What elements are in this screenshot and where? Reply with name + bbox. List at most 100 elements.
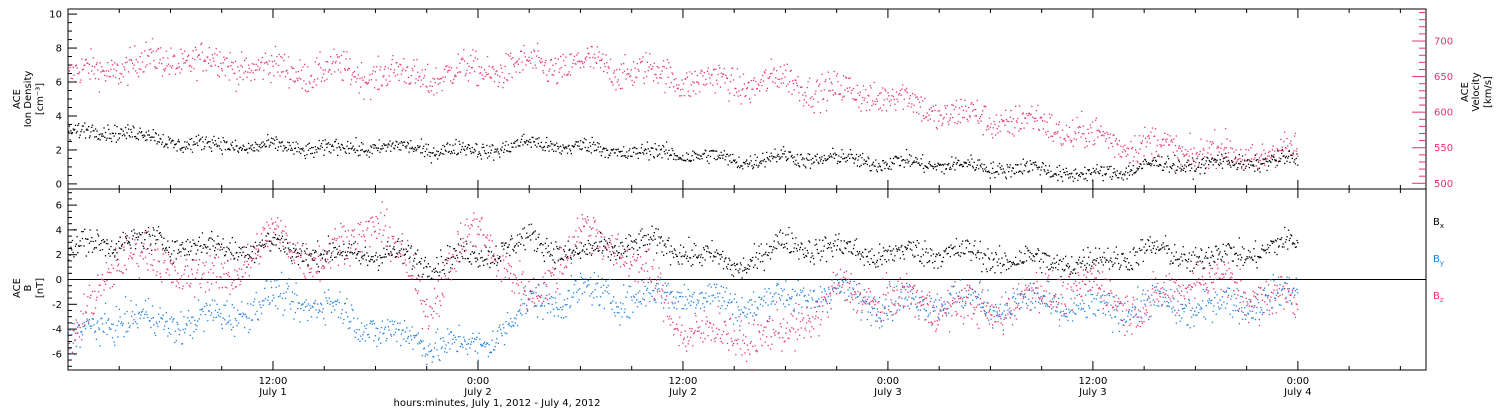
velocity-point bbox=[667, 76, 669, 78]
by-point bbox=[607, 284, 609, 287]
x-tick-date: July 3 bbox=[1078, 387, 1107, 398]
density-point bbox=[397, 143, 400, 145]
velocity-point bbox=[844, 89, 846, 91]
by-point bbox=[296, 294, 298, 296]
by-point bbox=[639, 290, 641, 292]
velocity-point bbox=[314, 61, 316, 63]
by-point bbox=[956, 301, 958, 303]
density-point bbox=[782, 153, 784, 155]
velocity-point bbox=[941, 124, 943, 126]
by-point bbox=[831, 279, 833, 281]
by-point bbox=[496, 337, 498, 340]
velocity-point bbox=[527, 60, 529, 63]
velocity-point bbox=[759, 90, 761, 92]
velocity-point bbox=[196, 79, 198, 82]
density-point bbox=[823, 154, 825, 157]
velocity-point bbox=[692, 81, 694, 83]
velocity-point bbox=[557, 58, 559, 60]
velocity-point bbox=[706, 70, 709, 72]
velocity-point bbox=[643, 77, 645, 79]
velocity-point bbox=[426, 86, 428, 88]
velocity-point bbox=[930, 107, 932, 109]
velocity-point bbox=[880, 92, 882, 94]
velocity-point bbox=[486, 55, 489, 58]
density-point bbox=[1057, 179, 1059, 182]
density-point bbox=[996, 171, 998, 173]
density-point bbox=[522, 144, 524, 146]
density-point bbox=[752, 167, 754, 170]
density-point bbox=[825, 159, 828, 161]
velocity-point bbox=[447, 71, 449, 73]
velocity-point bbox=[419, 75, 421, 77]
by-point bbox=[1130, 314, 1132, 316]
velocity-point bbox=[1134, 135, 1136, 137]
density-point bbox=[720, 151, 722, 153]
density-point bbox=[1289, 161, 1291, 163]
density-point bbox=[1069, 176, 1071, 178]
density-point bbox=[1181, 165, 1184, 167]
density-point bbox=[1161, 169, 1164, 171]
density-point bbox=[932, 165, 934, 168]
by-point bbox=[134, 321, 137, 323]
density-point bbox=[970, 154, 972, 156]
density-point bbox=[736, 161, 738, 163]
density-point bbox=[859, 166, 861, 168]
velocity-point bbox=[393, 71, 395, 74]
velocity-point bbox=[185, 59, 187, 62]
by-point bbox=[347, 327, 350, 330]
by-point bbox=[543, 305, 546, 307]
by-point bbox=[825, 300, 827, 302]
velocity-point bbox=[144, 66, 147, 68]
velocity-point bbox=[87, 62, 89, 64]
velocity-point bbox=[601, 58, 603, 60]
by-point bbox=[129, 325, 131, 327]
by-point bbox=[164, 321, 167, 323]
velocity-point bbox=[639, 62, 642, 64]
density-point bbox=[865, 160, 867, 163]
velocity-point bbox=[88, 72, 90, 74]
density-point bbox=[472, 151, 474, 153]
density-point bbox=[519, 145, 521, 147]
velocity-point bbox=[171, 65, 174, 67]
velocity-point bbox=[1245, 149, 1247, 151]
by-point bbox=[892, 319, 894, 322]
velocity-point bbox=[1251, 158, 1253, 160]
velocity-point bbox=[1193, 147, 1195, 149]
by-point bbox=[116, 324, 118, 327]
velocity-point bbox=[535, 67, 537, 69]
by-point bbox=[711, 295, 713, 297]
velocity-point bbox=[1142, 135, 1144, 137]
density-point bbox=[367, 151, 369, 153]
velocity-point bbox=[182, 58, 184, 60]
velocity-point bbox=[248, 67, 250, 70]
velocity-point bbox=[826, 100, 828, 102]
by-point bbox=[1041, 302, 1044, 304]
velocity-point bbox=[677, 87, 679, 89]
by-point bbox=[160, 317, 162, 319]
velocity-point bbox=[107, 61, 109, 64]
density-point bbox=[1101, 174, 1104, 177]
velocity-point bbox=[533, 49, 535, 51]
density-point bbox=[1005, 176, 1007, 178]
velocity-point bbox=[609, 58, 612, 60]
density-point bbox=[649, 150, 651, 152]
velocity-point bbox=[639, 58, 641, 60]
density-point bbox=[956, 162, 958, 164]
density-point bbox=[371, 152, 373, 155]
x-tick-time: 12:00 bbox=[259, 376, 288, 387]
by-point bbox=[681, 308, 683, 310]
velocity-point bbox=[606, 72, 609, 74]
velocity-point bbox=[892, 95, 895, 98]
velocity-point bbox=[172, 56, 174, 58]
density-point bbox=[349, 147, 351, 150]
by-point bbox=[1038, 298, 1041, 300]
density-point bbox=[1128, 165, 1130, 167]
density-point bbox=[792, 157, 794, 159]
by-point bbox=[1004, 304, 1006, 306]
velocity-point bbox=[1008, 132, 1011, 134]
by-point bbox=[1056, 311, 1058, 313]
by-point bbox=[914, 284, 916, 287]
by-point bbox=[1210, 302, 1212, 305]
by-point bbox=[128, 322, 130, 324]
density-point bbox=[679, 158, 681, 160]
